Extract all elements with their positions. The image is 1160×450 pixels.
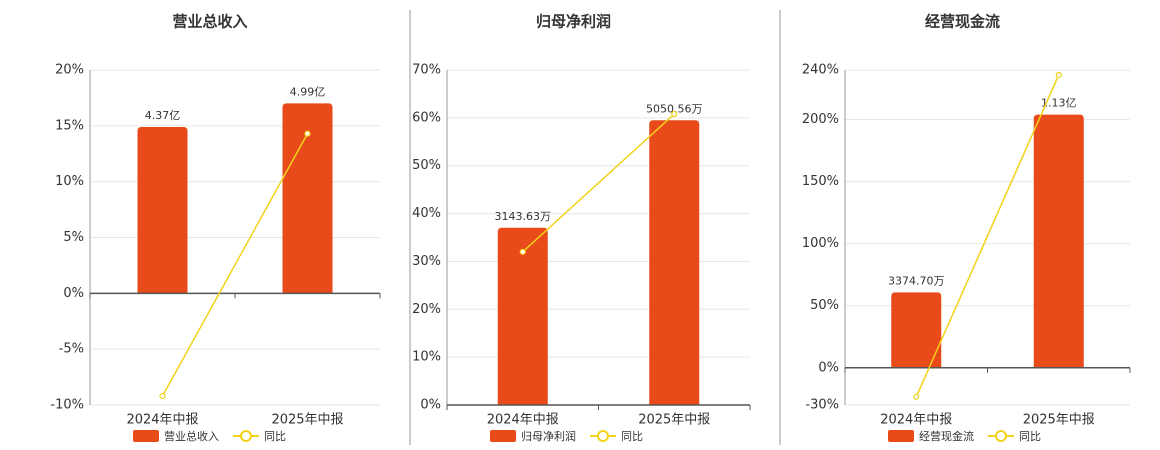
point — [1055, 71, 1062, 79]
y-tick-label: -10% — [50, 398, 84, 413]
y-tick-label: 0% — [420, 398, 441, 413]
x-tick-label: 2025年中报 — [638, 413, 710, 428]
data-label: 4.37亿 — [145, 109, 181, 122]
bar — [891, 292, 942, 369]
y-tick-label: 150% — [802, 174, 839, 189]
y-tick-label: 50% — [810, 298, 839, 313]
legend-label: 同比 — [264, 430, 286, 443]
data-label: 1.13亿 — [1041, 97, 1077, 110]
data-label: 3143.63万 — [495, 210, 552, 223]
line — [522, 113, 675, 253]
bar — [137, 126, 188, 293]
bar — [649, 120, 700, 406]
line — [915, 74, 1060, 398]
y-tick-label: 60% — [412, 110, 441, 125]
point — [671, 110, 678, 118]
x-tick-label: 2024年中报 — [487, 413, 559, 428]
bar — [1033, 114, 1084, 369]
legend-swatch — [240, 430, 252, 442]
y-tick-label: 40% — [412, 206, 441, 221]
y-tick-label: -30% — [805, 398, 839, 413]
legend-swatch — [490, 430, 516, 442]
legend-label: 同比 — [1019, 430, 1041, 443]
y-tick-label: 15% — [55, 118, 84, 133]
legend-label: 营业总收入 — [164, 429, 219, 443]
line — [161, 133, 309, 397]
legend-label: 归母净利润 — [521, 429, 576, 443]
x-tick-label: 2024年中报 — [880, 413, 952, 428]
y-tick-label: 20% — [55, 63, 84, 78]
chart-title: 营业总收入 — [172, 13, 247, 31]
data-label: 3374.70万 — [888, 274, 945, 287]
chart-title: 经营现金流 — [925, 13, 1000, 31]
y-tick-label: 100% — [802, 236, 839, 251]
y-tick-label: 20% — [412, 302, 441, 317]
legend-swatch — [597, 430, 609, 442]
x-tick-label: 2025年中报 — [271, 413, 343, 428]
bar — [282, 103, 333, 293]
point — [304, 130, 311, 137]
data-label: 4.99亿 — [290, 85, 326, 98]
y-tick-label: 30% — [412, 254, 441, 269]
y-tick-label: 10% — [55, 174, 84, 189]
point — [159, 392, 166, 400]
data-label: 5050.56万 — [646, 102, 703, 115]
y-tick-label: 240% — [802, 63, 839, 78]
x-tick-label: 2025年中报 — [1023, 413, 1095, 428]
y-tick-label: 5% — [63, 230, 84, 245]
y-tick-label: 200% — [802, 112, 839, 127]
point — [519, 248, 526, 255]
y-tick-label: -5% — [59, 342, 84, 357]
y-tick-label: 50% — [412, 158, 441, 173]
legend-swatch — [995, 430, 1007, 442]
legend-label: 经营现金流 — [919, 429, 974, 443]
chart-title: 归母净利润 — [536, 13, 611, 31]
bar — [497, 227, 548, 405]
legend-label: 同比 — [621, 430, 643, 443]
y-tick-label: 10% — [412, 350, 441, 365]
point — [913, 393, 920, 400]
legend-swatch — [888, 430, 914, 442]
y-tick-label: 0% — [63, 286, 84, 301]
y-tick-label: 0% — [818, 360, 839, 375]
y-tick-label: 70% — [412, 63, 441, 78]
legend-swatch — [133, 430, 159, 442]
x-tick-label: 2024年中报 — [126, 413, 198, 428]
